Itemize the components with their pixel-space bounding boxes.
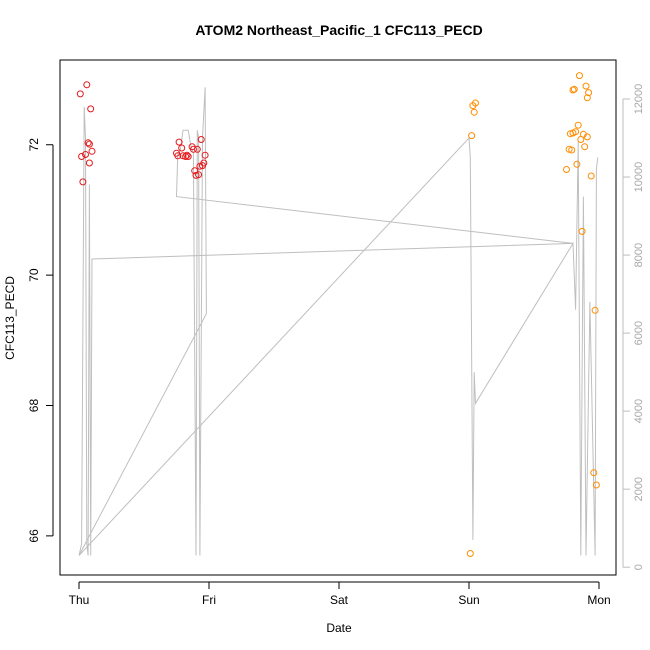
y-tick-label: 66: [27, 529, 41, 543]
data-point: [470, 108, 478, 116]
x-tick-label: Thu: [69, 593, 90, 607]
data-point: [79, 178, 87, 186]
chart-title: ATOM2 Northeast_Pacific_1 CFC113_PECD: [195, 22, 482, 38]
data-point: [592, 481, 600, 489]
data-point: [570, 85, 578, 93]
data-point: [576, 72, 583, 80]
right-tick-label: 2000: [633, 477, 645, 501]
x-tick-label: Fri: [202, 593, 216, 607]
data-point: [574, 121, 582, 129]
x-tick-label: Sun: [458, 593, 479, 607]
data-point: [200, 159, 208, 167]
series-line: [78, 87, 599, 556]
data-point: [85, 140, 93, 148]
data-point: [578, 227, 586, 235]
data-point: [182, 153, 190, 160]
data-point: [174, 152, 182, 160]
data-point: [587, 172, 595, 180]
right-tick-label: 12000: [633, 84, 645, 115]
y-tick-label: 70: [27, 268, 41, 282]
data-point: [591, 306, 599, 314]
x-tick-label: Mon: [587, 593, 610, 607]
data-point: [197, 136, 205, 143]
right-tick-label: 10000: [633, 162, 645, 193]
data-point: [178, 144, 186, 152]
y-tick-label: 68: [27, 399, 41, 413]
right-tick-label: 8000: [633, 243, 645, 267]
data-point: [583, 94, 591, 102]
data-point: [78, 153, 86, 160]
x-axis-label: Date: [326, 621, 352, 635]
data-point: [83, 81, 91, 89]
data-point: [573, 160, 581, 168]
right-tick-label: 6000: [633, 321, 645, 345]
data-point: [568, 146, 576, 154]
data-point: [572, 128, 580, 136]
data-point: [183, 151, 191, 159]
plot-border: [59, 59, 617, 576]
y-axis-label: CFC113_PECD: [3, 276, 17, 360]
data-point: [88, 147, 96, 155]
data-point: [585, 89, 593, 97]
data-point: [85, 159, 93, 167]
data-point: [583, 133, 591, 141]
y-axis: 66 68 70 72: [27, 138, 54, 543]
right-tick-label: 0: [633, 564, 645, 570]
data-point: [191, 167, 199, 175]
scatter-points: [76, 72, 600, 557]
data-point: [189, 145, 197, 153]
data-point: [184, 153, 192, 160]
data-point: [84, 139, 92, 147]
x-tick-label: Sat: [330, 593, 349, 607]
data-point: [472, 99, 479, 107]
line-series: [78, 87, 599, 556]
data-point: [195, 171, 203, 179]
y-tick-label: 72: [27, 138, 41, 152]
data-point: [87, 105, 95, 113]
data-point: [82, 151, 89, 158]
data-point: [563, 166, 570, 173]
x-axis: Thu Fri Sat Sun Mon: [69, 581, 611, 607]
data-point: [468, 132, 476, 140]
data-point: [582, 82, 590, 90]
data-point: [193, 145, 201, 153]
right-axis: 0 2000 4000 6000 8000 10000 12000: [622, 84, 645, 570]
plot-frame: [59, 59, 617, 576]
data-point: [466, 550, 474, 557]
data-point: [590, 469, 598, 477]
data-point: [201, 151, 209, 159]
right-tick-label: 4000: [633, 399, 645, 423]
data-point: [175, 138, 183, 146]
data-point: [76, 90, 84, 98]
data-point: [581, 143, 589, 151]
